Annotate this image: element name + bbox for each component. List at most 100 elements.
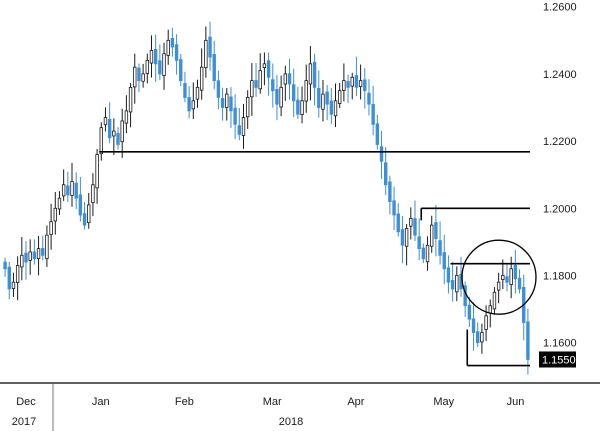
candle	[241, 103, 246, 149]
candle-body	[28, 251, 32, 261]
candle	[141, 63, 145, 88]
x-year-label: 2017	[12, 416, 36, 428]
candle-body	[287, 73, 292, 85]
candle	[262, 52, 267, 86]
candle-body	[195, 86, 200, 100]
candle-body	[74, 182, 78, 199]
candle	[266, 52, 271, 96]
y-tick-label: 1.2200	[543, 136, 577, 148]
candle	[158, 44, 162, 81]
candle	[463, 281, 467, 318]
candle-body	[103, 117, 108, 126]
candle-body	[250, 80, 254, 98]
candle	[124, 95, 129, 133]
candle	[413, 200, 417, 241]
candle	[191, 82, 196, 120]
candle-body	[116, 132, 120, 145]
candle-body	[350, 76, 354, 87]
candle-body	[82, 213, 87, 226]
candle	[505, 262, 509, 292]
candle-body	[170, 38, 175, 48]
candle	[137, 63, 141, 93]
x-month-label: May	[433, 396, 454, 408]
candle-body	[476, 331, 480, 344]
candle	[476, 322, 480, 347]
candle-body	[421, 247, 426, 260]
candle-body	[388, 181, 392, 202]
candle	[20, 237, 24, 281]
candle-body	[78, 194, 83, 216]
candle	[425, 236, 430, 271]
x-month-label: Jun	[507, 396, 525, 408]
candle	[354, 56, 359, 97]
candle	[103, 107, 108, 132]
candle	[312, 53, 317, 106]
candle-body	[120, 120, 124, 143]
candle	[250, 62, 254, 116]
candle-body	[174, 44, 179, 61]
candle-body	[392, 200, 396, 216]
candle-body	[501, 275, 505, 280]
candle-body	[3, 261, 7, 270]
candle	[513, 249, 518, 294]
candle-body	[208, 36, 212, 58]
candle-body	[53, 207, 57, 222]
candle	[82, 201, 87, 230]
candle-body	[153, 49, 158, 65]
candle-body	[66, 185, 70, 196]
candle	[53, 191, 57, 235]
candle-body	[237, 125, 242, 135]
candle-body	[488, 305, 492, 314]
candle-body	[36, 248, 41, 259]
candle	[283, 65, 288, 101]
candle-body	[337, 90, 342, 104]
x-month-label: Apr	[347, 396, 364, 408]
candle-body	[367, 92, 371, 105]
candle-body	[304, 80, 308, 102]
candle	[233, 94, 237, 140]
candle-body	[20, 254, 24, 268]
candle-body	[526, 321, 530, 360]
candle-body	[149, 49, 154, 64]
candle	[237, 107, 242, 141]
candle-body	[329, 100, 334, 115]
candle-body	[325, 91, 329, 105]
candle-body	[141, 73, 145, 82]
candle	[32, 239, 37, 265]
candle-body	[505, 276, 509, 283]
candle-body	[358, 80, 363, 87]
candle	[3, 257, 7, 277]
candle-body	[220, 98, 225, 108]
candle	[526, 308, 530, 375]
candle	[7, 262, 11, 300]
candle-body	[396, 213, 400, 233]
candle	[204, 26, 208, 78]
candle-body	[262, 63, 267, 68]
candle	[195, 79, 200, 108]
candle-body	[49, 221, 53, 235]
candle	[149, 35, 154, 78]
candle-body	[7, 266, 11, 290]
candle-body	[124, 110, 129, 124]
candle-body	[283, 73, 288, 85]
candle-body	[442, 252, 446, 270]
candle-body	[291, 84, 296, 102]
candle-body	[404, 228, 409, 247]
highlight-circle	[461, 239, 537, 315]
candle	[455, 266, 459, 302]
candle	[275, 75, 279, 121]
candle	[396, 203, 400, 237]
candle-body	[179, 59, 183, 82]
candle	[392, 186, 396, 231]
candle-body	[434, 222, 438, 239]
candle-body	[187, 97, 191, 112]
candle	[342, 63, 346, 102]
candle	[358, 64, 363, 100]
candle	[467, 297, 472, 327]
candle-body	[296, 99, 300, 115]
candle	[325, 85, 329, 121]
candle	[417, 218, 421, 261]
candle	[446, 255, 451, 294]
candle-body	[321, 93, 325, 110]
candle	[87, 192, 91, 229]
